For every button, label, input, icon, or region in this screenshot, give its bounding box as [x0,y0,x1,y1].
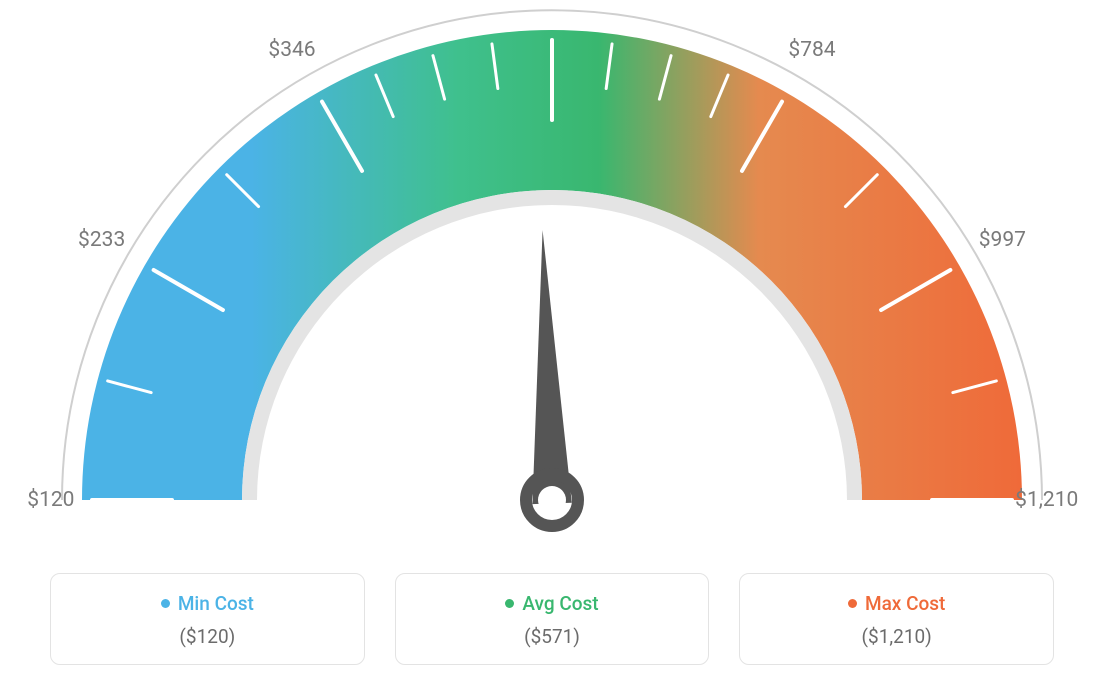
legend-title-min: Min Cost [161,592,254,615]
gauge-chart: $120$233$346$571$784$997$1,210 [0,0,1104,570]
legend-label: Min Cost [178,592,254,615]
cost-gauge-container: $120$233$346$571$784$997$1,210 Min Cost … [0,0,1104,690]
gauge-tick-label: $784 [788,38,835,62]
gauge-tick-label: $997 [979,228,1026,252]
gauge-tick-label: $1,210 [1015,488,1078,512]
legend-value-avg: ($571) [406,625,699,648]
gauge-tick-label: $346 [268,38,315,62]
legend-card-avg: Avg Cost ($571) [395,573,710,665]
legend-label: Max Cost [865,592,945,615]
dot-icon [848,599,857,608]
dot-icon [161,599,170,608]
legend-card-min: Min Cost ($120) [50,573,365,665]
gauge-tick-label: $233 [78,228,125,252]
gauge-tick-label: $120 [27,488,74,512]
legend-value-max: ($1,210) [750,625,1043,648]
legend-row: Min Cost ($120) Avg Cost ($571) Max Cost… [50,573,1054,665]
legend-title-avg: Avg Cost [505,592,598,615]
dot-icon [505,599,514,608]
legend-card-max: Max Cost ($1,210) [739,573,1054,665]
legend-title-max: Max Cost [848,592,945,615]
legend-label: Avg Cost [522,592,598,615]
legend-value-min: ($120) [61,625,354,648]
